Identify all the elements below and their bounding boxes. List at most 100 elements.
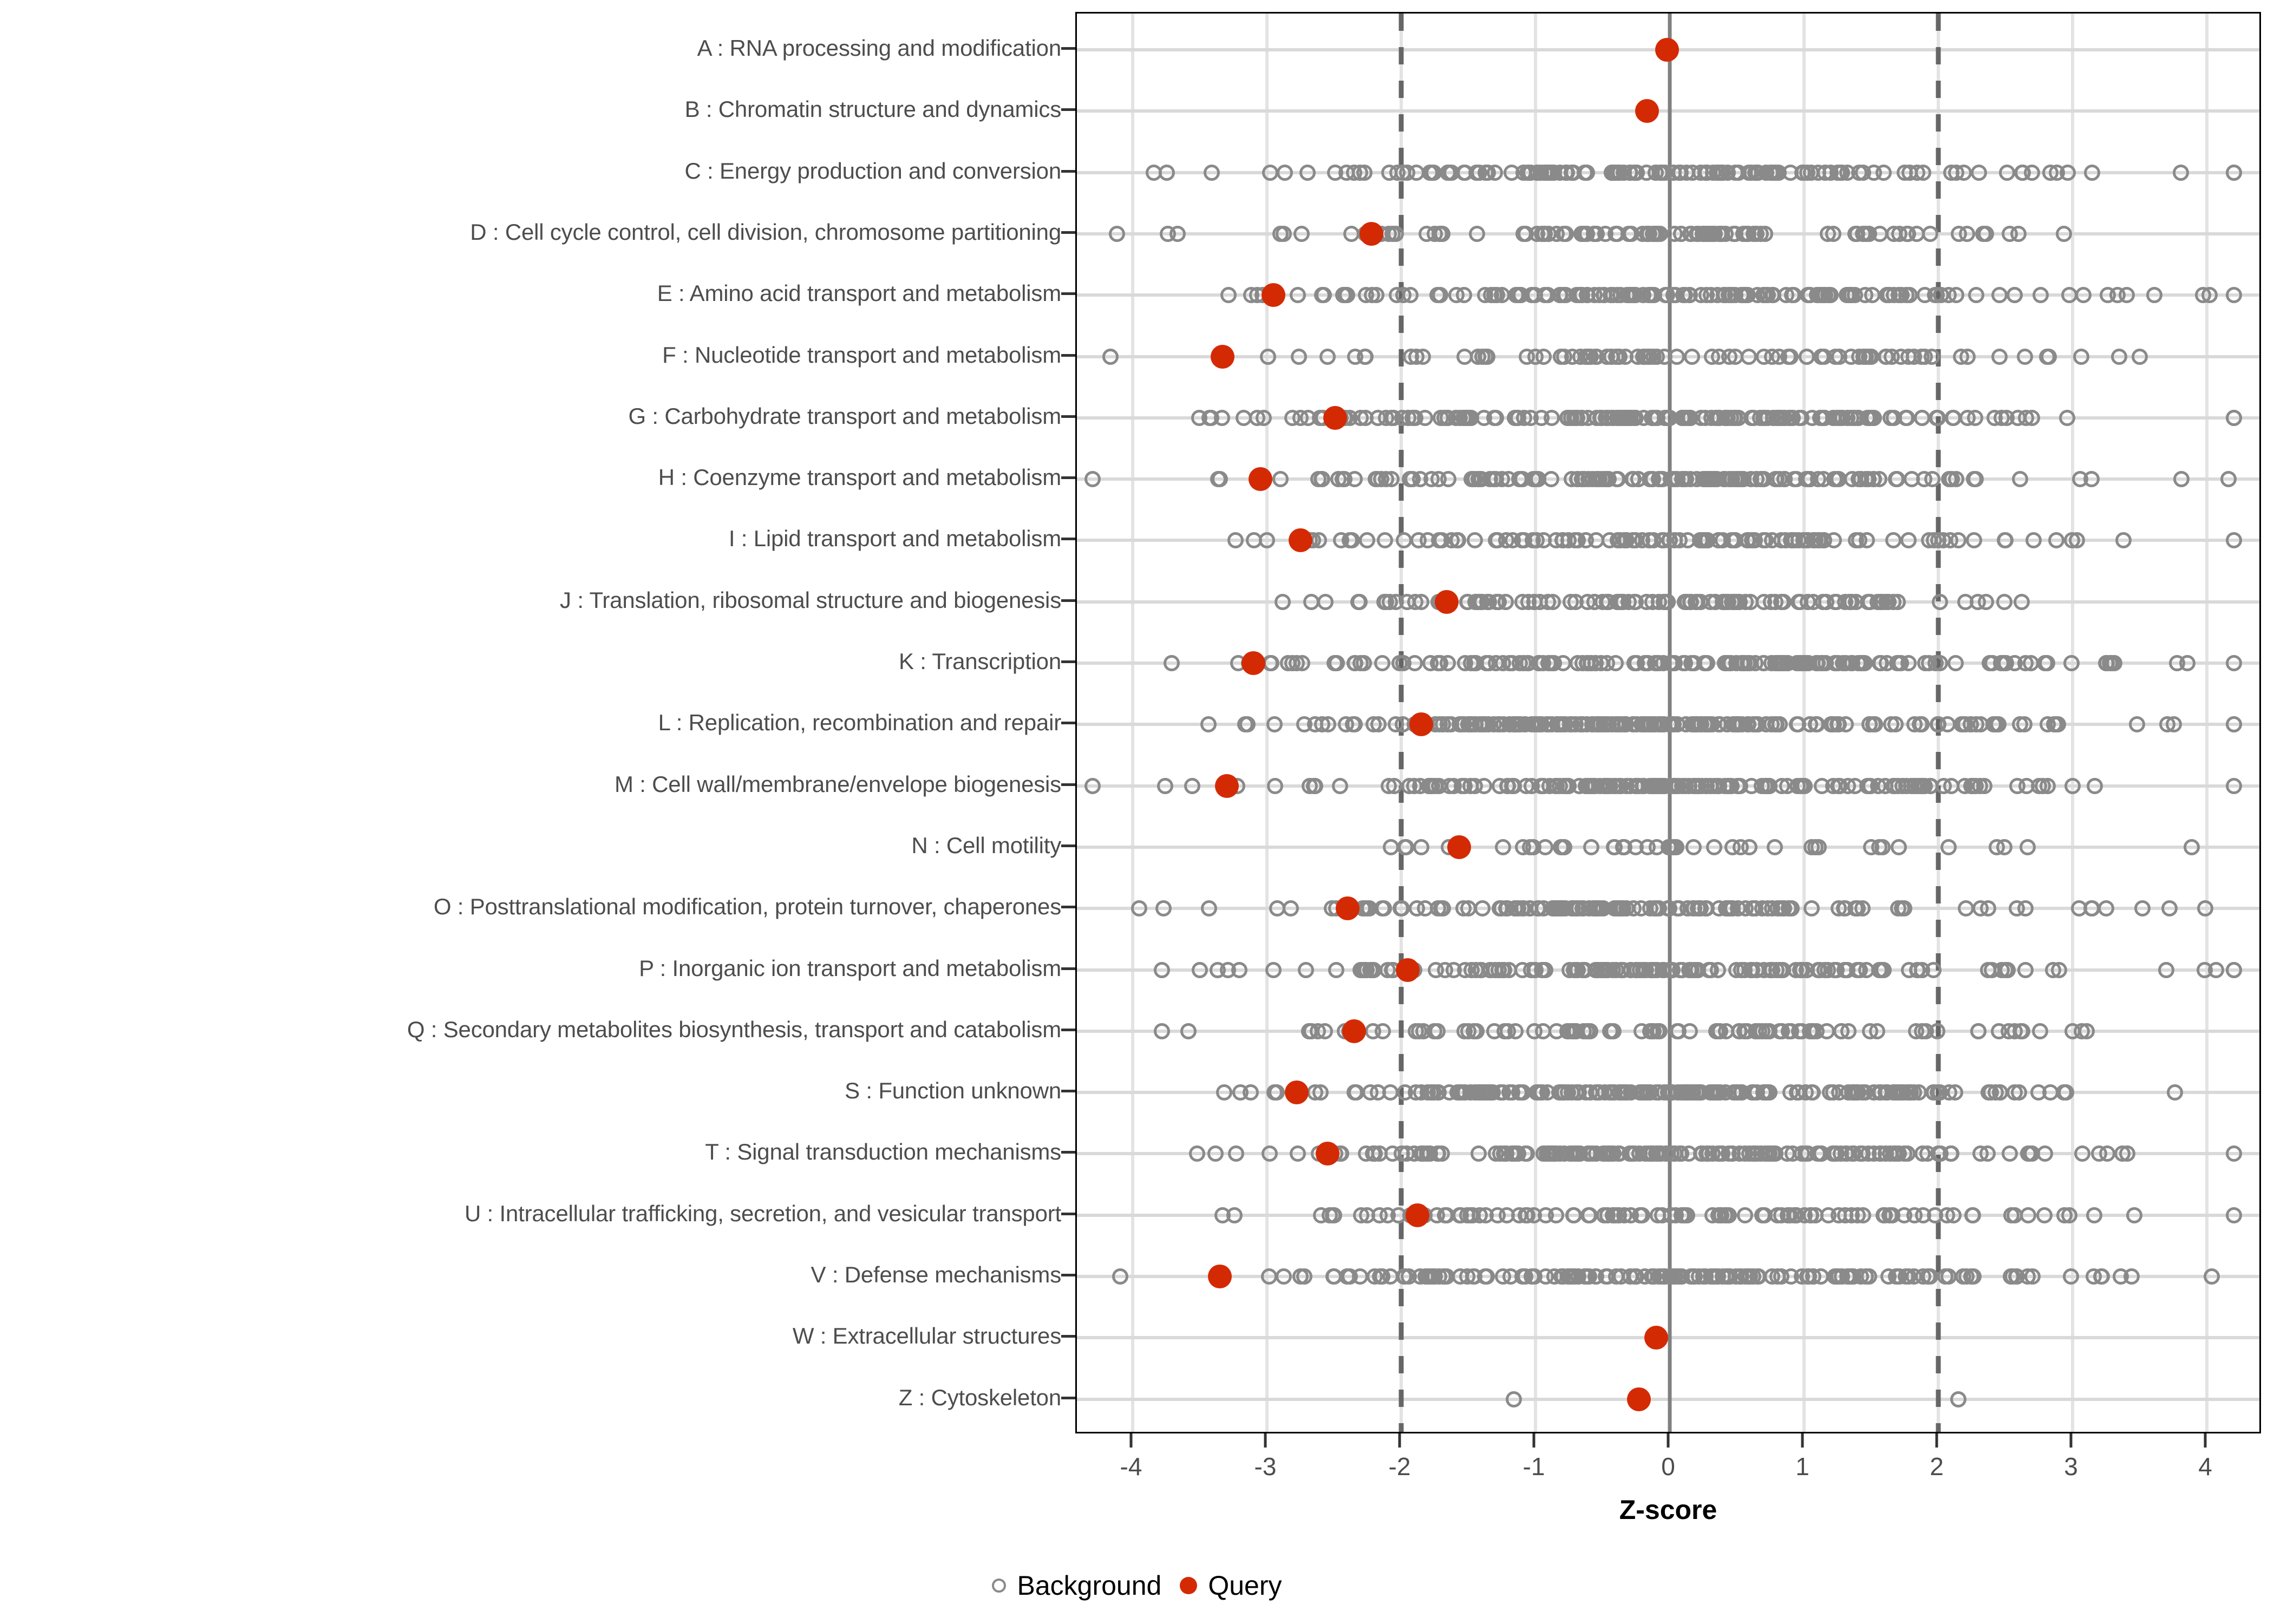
- background-point: [1262, 1145, 1278, 1162]
- background-point: [2207, 961, 2224, 978]
- background-point: [1370, 716, 1387, 733]
- background-point: [1578, 287, 1595, 304]
- query-point: [1284, 1081, 1309, 1105]
- background-point: [1971, 164, 1988, 181]
- background-point: [1913, 409, 1930, 426]
- background-point: [1930, 1145, 1947, 1162]
- background-point: [1203, 164, 1220, 181]
- y-axis-label: Q : Secondary metabolites biosynthesis, …: [407, 1016, 1061, 1042]
- background-point: [2131, 348, 2148, 365]
- background-point: [1207, 1145, 1224, 1162]
- background-point: [1366, 1145, 1383, 1162]
- background-point: [1739, 655, 1756, 671]
- query-point: [1405, 1203, 1429, 1227]
- background-point: [2194, 287, 2211, 304]
- background-point: [2025, 532, 2042, 549]
- background-point: [1351, 593, 1368, 610]
- background-point: [1376, 532, 1393, 549]
- background-point: [1887, 716, 1904, 733]
- background-point: [1296, 716, 1313, 733]
- background-point: [1184, 777, 1201, 794]
- background-point: [1614, 1084, 1631, 1101]
- background-point: [1523, 716, 1540, 733]
- background-point: [1959, 225, 1976, 242]
- background-point: [1338, 164, 1355, 181]
- background-point: [1406, 1145, 1422, 1162]
- background-point: [1530, 471, 1546, 488]
- background-point: [2003, 1207, 2020, 1223]
- background-point: [2072, 471, 2088, 488]
- background-point: [1754, 900, 1770, 917]
- background-point: [1495, 961, 1512, 978]
- background-point: [1825, 409, 1841, 426]
- background-point: [1859, 777, 1876, 794]
- background-point: [1737, 1207, 1754, 1223]
- background-point: [1900, 348, 1917, 365]
- background-point: [1430, 471, 1447, 488]
- query-point: [1208, 1265, 1232, 1288]
- background-point: [1968, 716, 1984, 733]
- background-point: [1608, 348, 1625, 365]
- background-point: [1325, 1268, 1342, 1285]
- background-point: [1991, 348, 2008, 365]
- background-point: [1833, 1145, 1850, 1162]
- background-point: [1832, 164, 1848, 181]
- x-axis-tick: [1667, 1433, 1670, 1448]
- background-point: [2024, 409, 2041, 426]
- background-point: [1476, 777, 1493, 794]
- background-point: [1574, 409, 1591, 426]
- background-point: [1537, 961, 1553, 978]
- background-point: [1545, 900, 1561, 917]
- y-axis-tick: [1061, 967, 1075, 970]
- background-point: [1957, 593, 1974, 610]
- background-point: [1456, 409, 1473, 426]
- background-point: [1507, 1023, 1524, 1039]
- background-point: [1991, 287, 2008, 304]
- y-axis-label: J : Translation, ribosomal structure and…: [560, 587, 1061, 613]
- background-point: [1727, 348, 1743, 365]
- query-point: [1262, 283, 1286, 307]
- background-point: [1517, 1268, 1534, 1285]
- background-point: [1432, 655, 1448, 671]
- background-point: [1765, 164, 1782, 181]
- background-point: [1275, 1268, 1292, 1285]
- background-point: [1306, 777, 1323, 794]
- background-point: [1507, 409, 1524, 426]
- y-axis-label: H : Coenzyme transport and metabolism: [658, 464, 1061, 490]
- background-point: [1430, 1145, 1447, 1162]
- background-point: [1293, 225, 1310, 242]
- background-point: [2017, 348, 2034, 365]
- background-point: [1594, 593, 1611, 610]
- background-point: [1711, 348, 1728, 365]
- background-point: [2075, 287, 2092, 304]
- background-point: [1737, 593, 1754, 610]
- background-point: [2167, 1084, 2184, 1101]
- background-point: [1852, 1145, 1869, 1162]
- background-point: [1865, 471, 1882, 488]
- background-point: [1536, 164, 1553, 181]
- background-point: [1935, 532, 1951, 549]
- query-point: [1335, 896, 1360, 921]
- background-point: [1301, 1023, 1317, 1039]
- background-point: [1249, 409, 1266, 426]
- y-axis-tick: [1061, 169, 1075, 173]
- background-point: [2225, 961, 2242, 978]
- background-point: [1766, 839, 1783, 855]
- background-point: [2158, 961, 2174, 978]
- background-point: [1646, 655, 1663, 671]
- legend-item-background: Background: [992, 1570, 1161, 1601]
- background-point: [1825, 1084, 1842, 1101]
- background-point: [1584, 716, 1600, 733]
- background-point: [1749, 164, 1766, 181]
- background-point: [1604, 164, 1621, 181]
- background-point: [2074, 1145, 2091, 1162]
- background-point: [1611, 900, 1628, 917]
- background-point: [1754, 1207, 1771, 1223]
- background-point: [1112, 1268, 1129, 1285]
- background-point: [1642, 1084, 1658, 1101]
- background-point: [1506, 1391, 1522, 1407]
- background-point: [2173, 164, 2190, 181]
- background-point: [2012, 1023, 2029, 1039]
- y-axis-tick: [1061, 1396, 1075, 1399]
- background-point: [1465, 1268, 1482, 1285]
